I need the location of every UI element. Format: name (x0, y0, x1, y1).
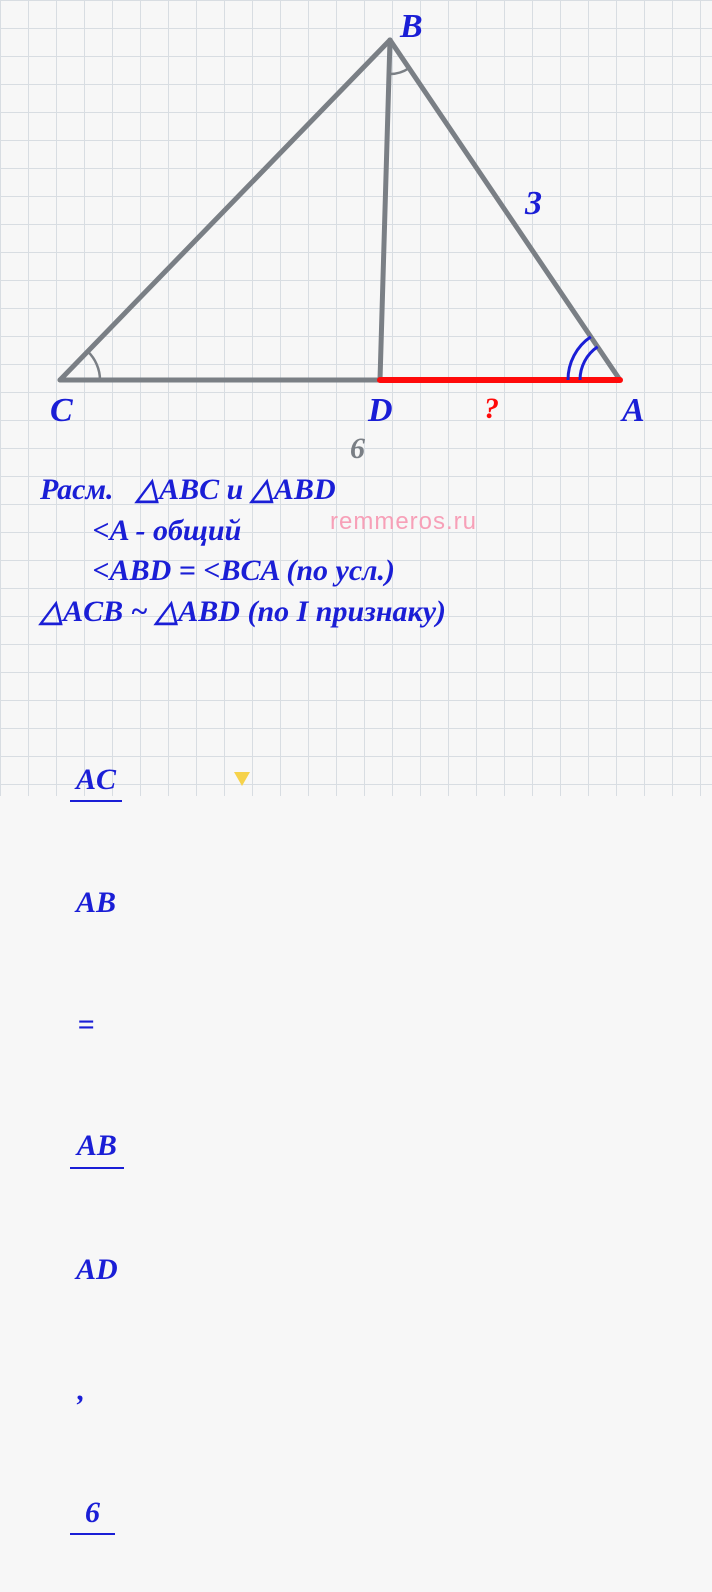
label-C: C (50, 392, 73, 430)
label-CA-length: 6 (350, 432, 365, 466)
label-D: D (368, 392, 393, 430)
angle-arc-B (389, 68, 409, 74)
label-AB-length: 3 (525, 185, 542, 223)
frac-num: AB (70, 1126, 124, 1169)
frac-den: AD (70, 1250, 124, 1291)
yellow-arrow-icon (234, 772, 250, 786)
frac-num: 6 (70, 1493, 115, 1536)
side-CB (60, 40, 390, 380)
label-DA-question: ? (484, 392, 499, 426)
frac-AB-AD: AB AD (70, 1045, 124, 1371)
proof-line-1: Расм. △ABC и △ABD (40, 470, 680, 511)
comma: , (70, 1374, 100, 1407)
eq-sign: = (70, 1008, 102, 1041)
angle-arc-A-1 (580, 347, 598, 380)
side-BA (390, 40, 620, 380)
proof-block: Расм. △ABC и △ABD <A - общий <ABD = <BCA… (40, 470, 680, 1592)
proof-l1a: Расм. (40, 473, 136, 506)
proof-line-4: △ACB ~ △ABD (по I признаку) (40, 592, 680, 633)
label-A: A (622, 392, 645, 430)
angle-arc-C (88, 351, 100, 380)
proof-l1b: △ABC и △ABD (136, 473, 336, 506)
proof-line-2: <A - общий (40, 511, 680, 552)
proof-line-3: <ABD = <BCA (по усл.) (40, 551, 680, 592)
frac-AC-AB: AC AB (70, 679, 122, 1005)
frac-6-3: 6 3 (70, 1412, 115, 1592)
cevian-BD (380, 40, 390, 380)
proof-line-5: AC AB = AB AD , 6 3 = 3 AD (40, 638, 680, 1592)
frac-den: AB (70, 883, 122, 924)
label-B: B (400, 8, 423, 46)
